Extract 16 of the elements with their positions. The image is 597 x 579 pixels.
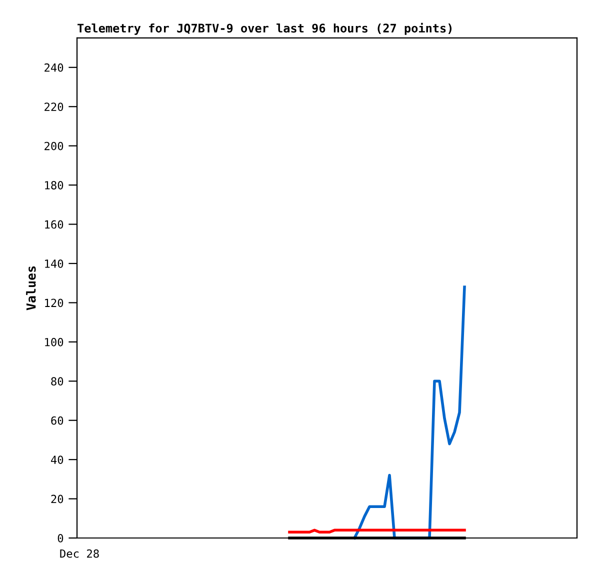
- y-tick-label: 220: [44, 102, 64, 112]
- y-axis-title: Values: [26, 266, 36, 310]
- y-tick-label: 40: [50, 456, 64, 464]
- y-tick-label: 180: [45, 181, 64, 190]
- y-tick-label: 120: [45, 298, 64, 308]
- y-tick-label: 100: [45, 338, 64, 346]
- y-tick-label: 80: [51, 377, 64, 386]
- y-tick-label: 20: [51, 494, 64, 504]
- y-tick-label: 200: [44, 142, 64, 150]
- y-tick-label: 140: [45, 259, 64, 268]
- chart-title: Telemetry for JQ7BTV-9 over last 96 hours (27 points): [78, 22, 452, 35]
- y-tick-label: 160: [45, 220, 64, 229]
- y-tick-label: 240: [44, 63, 64, 72]
- y-tick-label: 0: [58, 534, 64, 542]
- y-tick-label: 60: [51, 416, 64, 425]
- x-tick-label: Dec 28: [60, 549, 99, 558]
